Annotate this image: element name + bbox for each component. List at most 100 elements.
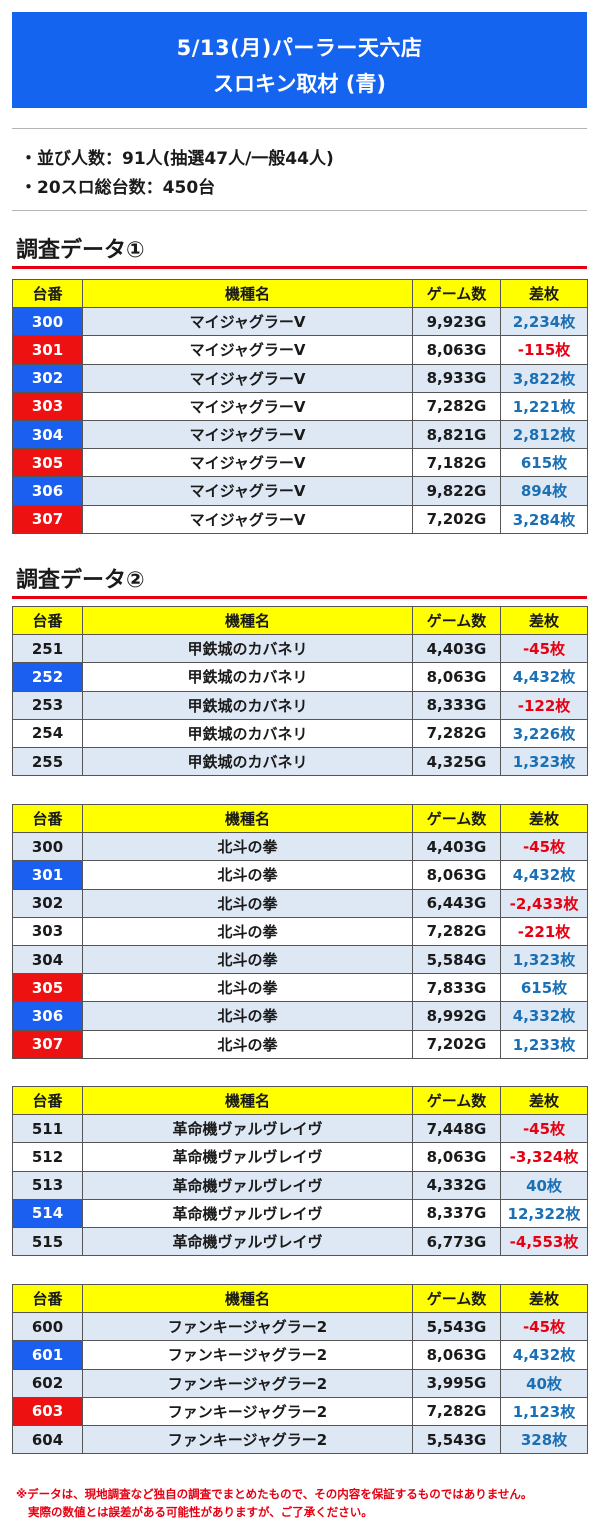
game-count: 8,992G: [412, 1001, 501, 1031]
game-count: 3,995G: [412, 1368, 501, 1398]
col-header-diff: 差枚: [500, 278, 588, 309]
game-count: 7,282G: [412, 391, 501, 421]
coin-diff: 4,432枚: [500, 662, 588, 692]
coin-diff: -115枚: [500, 335, 588, 365]
coin-diff: 4,432枚: [500, 1340, 588, 1370]
machine-name: マイジャグラーV: [82, 391, 413, 421]
table-row: 600 ファンキージャグラー2 5,543G -45枚: [12, 1312, 588, 1342]
machine-name: 北斗の拳: [82, 973, 413, 1003]
machine-name: ファンキージャグラー2: [82, 1424, 413, 1455]
info-queue: ・並び人数：91人(抽選47人/一般44人): [20, 149, 334, 169]
machine-name: 甲鉄城のカバネリ: [82, 746, 413, 777]
table-row: 254 甲鉄城のカバネリ 7,282G 3,226枚: [12, 718, 588, 748]
coin-diff: 12,322枚: [500, 1198, 588, 1228]
unit-number: 306: [12, 476, 83, 506]
section-underline: [12, 266, 587, 269]
game-count: 7,282G: [412, 718, 501, 748]
game-count: 7,182G: [412, 448, 501, 478]
coin-diff: 3,226枚: [500, 718, 588, 748]
col-header-games: ゲーム数: [412, 803, 501, 834]
coin-diff: 615枚: [500, 448, 588, 478]
coin-diff: 615枚: [500, 973, 588, 1003]
machine-name: 革命機ヴァルヴレイヴ: [82, 1170, 413, 1200]
coin-diff: 1,221枚: [500, 391, 588, 421]
section-title-1: 調査データ①: [16, 238, 145, 263]
unit-number: 306: [12, 1001, 83, 1031]
machine-name: 北斗の拳: [82, 1001, 413, 1031]
game-count: 8,821G: [412, 419, 501, 450]
game-count: 9,923G: [412, 307, 501, 337]
machine-name: マイジャグラーV: [82, 476, 413, 506]
coin-diff: -45枚: [500, 832, 588, 862]
table-row: 300 マイジャグラーV 9,923G 2,234枚: [12, 307, 588, 337]
disclaimer-line-1: ※データは、現地調査など独自の調査でまとめたもので、その内容を保証するものではあ…: [16, 1487, 533, 1501]
col-header-games: ゲーム数: [412, 1283, 501, 1314]
unit-number: 305: [12, 448, 83, 478]
table-row: 306 マイジャグラーV 9,822G 894枚: [12, 476, 588, 506]
unit-number: 307: [12, 504, 83, 534]
disclaimer-note: ※データは、現地調査など独自の調査でまとめたもので、その内容を保証するものではあ…: [16, 1485, 532, 1521]
game-count: 5,584G: [412, 944, 501, 975]
unit-number: 254: [12, 718, 83, 748]
table-row: 306 北斗の拳 8,992G 4,332枚: [12, 1001, 588, 1031]
coin-diff: 1,323枚: [500, 746, 588, 777]
unit-number: 603: [12, 1396, 83, 1426]
section-underline: [12, 596, 587, 599]
col-header-games: ゲーム数: [412, 605, 501, 636]
machine-name: 甲鉄城のカバネリ: [82, 634, 413, 664]
coin-diff: 894枚: [500, 476, 588, 506]
col-header-machine: 機種名: [82, 1085, 413, 1116]
page-subtitle: スロキン取材 (青): [213, 72, 386, 96]
table-row: 603 ファンキージャグラー2 7,282G 1,123枚: [12, 1396, 588, 1426]
table-row: 251 甲鉄城のカバネリ 4,403G -45枚: [12, 634, 588, 664]
game-count: 8,063G: [412, 662, 501, 692]
col-header-machine: 機種名: [82, 1283, 413, 1314]
col-header-machine: 機種名: [82, 803, 413, 834]
table-row: 253 甲鉄城のカバネリ 8,333G -122枚: [12, 690, 588, 720]
unit-number: 303: [12, 916, 83, 946]
unit-number: 252: [12, 662, 83, 692]
machine-name: ファンキージャグラー2: [82, 1312, 413, 1342]
col-header-games: ゲーム数: [412, 1085, 501, 1116]
machine-name: マイジャグラーV: [82, 307, 413, 337]
game-count: 8,063G: [412, 860, 501, 890]
unit-number: 511: [12, 1114, 83, 1144]
game-count: 6,773G: [412, 1226, 501, 1257]
game-count: 8,933G: [412, 363, 501, 393]
table-header-row: 台番 機種名 ゲーム数 差枚: [12, 803, 588, 834]
coin-diff: 1,323枚: [500, 944, 588, 975]
table-row: 305 北斗の拳 7,833G 615枚: [12, 973, 588, 1003]
col-header-diff: 差枚: [500, 803, 588, 834]
table-row: 602 ファンキージャグラー2 3,995G 40枚: [12, 1368, 588, 1398]
unit-number: 301: [12, 860, 83, 890]
coin-diff: 2,812枚: [500, 419, 588, 450]
table-row: 604 ファンキージャグラー2 5,543G 328枚: [12, 1424, 588, 1455]
unit-number: 251: [12, 634, 83, 664]
unit-number: 300: [12, 307, 83, 337]
machine-name: 北斗の拳: [82, 944, 413, 975]
table-row: 307 北斗の拳 7,202G 1,233枚: [12, 1029, 588, 1059]
machine-name: 甲鉄城のカバネリ: [82, 662, 413, 692]
data-table-1: 台番 機種名 ゲーム数 差枚 300 マイジャグラーV 9,923G 2,234枚 301 マイジ…: [12, 278, 588, 534]
data-table-2: 台番 機種名 ゲーム数 差枚 251 甲鉄城のカバネリ 4,403G -45枚 252 甲鉄城のカ…: [12, 605, 588, 777]
machine-name: ファンキージャグラー2: [82, 1368, 413, 1398]
unit-number: 600: [12, 1312, 83, 1342]
table-row: 301 北斗の拳 8,063G 4,432枚: [12, 860, 588, 890]
game-count: 4,403G: [412, 634, 501, 664]
table-row: 305 マイジャグラーV 7,182G 615枚: [12, 448, 588, 478]
game-count: 7,833G: [412, 973, 501, 1003]
unit-number: 303: [12, 391, 83, 421]
coin-diff: 3,822枚: [500, 363, 588, 393]
game-count: 8,063G: [412, 1142, 501, 1172]
unit-number: 601: [12, 1340, 83, 1370]
machine-name: ファンキージャグラー2: [82, 1340, 413, 1370]
game-count: 9,822G: [412, 476, 501, 506]
coin-diff: 2,234枚: [500, 307, 588, 337]
divider: [12, 128, 587, 129]
game-count: 7,282G: [412, 1396, 501, 1426]
machine-name: 革命機ヴァルヴレイヴ: [82, 1226, 413, 1257]
table-row: 303 マイジャグラーV 7,282G 1,221枚: [12, 391, 588, 421]
machine-name: 北斗の拳: [82, 832, 413, 862]
table-header-row: 台番 機種名 ゲーム数 差枚: [12, 1085, 588, 1116]
data-table-4: 台番 機種名 ゲーム数 差枚 511 革命機ヴァルヴレイヴ 7,448G -45枚 512 革命機…: [12, 1085, 588, 1257]
